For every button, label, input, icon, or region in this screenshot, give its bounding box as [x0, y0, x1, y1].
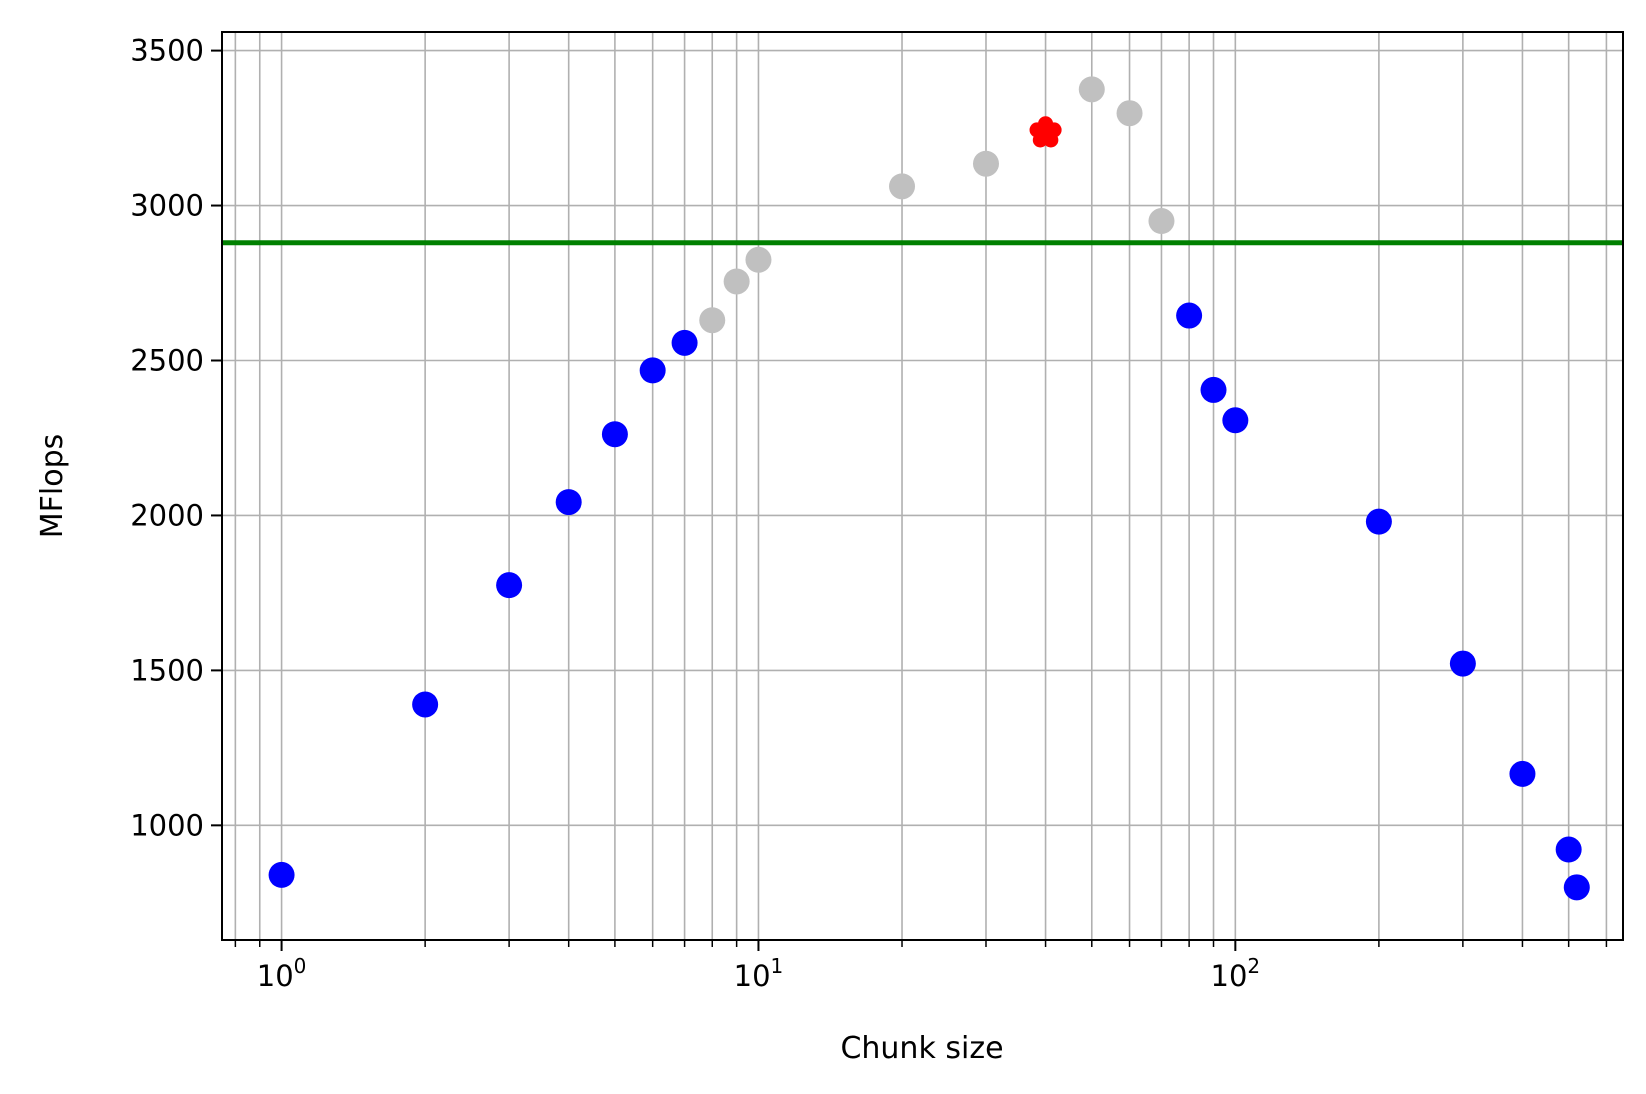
y-tick-label: 3500: [130, 34, 204, 68]
plot-frame: [221, 31, 1624, 941]
data-point: [555, 489, 582, 516]
y-axis-label: MFlops: [35, 434, 70, 539]
data-point: [601, 421, 628, 448]
data-point: [723, 268, 750, 295]
data-point: [639, 357, 666, 384]
y-tick-label: 1500: [130, 653, 204, 687]
data-point: [1116, 100, 1143, 127]
data-point: [745, 246, 772, 273]
data-point: [1148, 208, 1175, 235]
data-point: [1563, 874, 1590, 901]
data-point: [671, 329, 698, 356]
y-tick-label: 2500: [130, 343, 204, 377]
x-axis-label: Chunk size: [840, 1031, 1003, 1066]
x-tick-label: 102: [1211, 954, 1261, 993]
data-point: [1176, 302, 1203, 329]
y-tick-label: 3000: [130, 189, 204, 223]
data-point: [972, 150, 999, 177]
data-points: [268, 76, 1590, 901]
plot-background: [222, 32, 1623, 940]
data-point: [412, 691, 439, 718]
data-point: [496, 572, 523, 599]
data-point: [1365, 508, 1392, 535]
best-point-marker: [1029, 116, 1062, 148]
data-point: [1555, 836, 1582, 863]
y-tick-label: 2000: [130, 498, 204, 532]
axis-ticks: 100 101 102 1000 1500 2000 2500 3000 3500: [130, 34, 1608, 993]
data-point: [1449, 650, 1476, 677]
data-point: [1509, 760, 1536, 787]
x-tick-label: 101: [734, 954, 784, 993]
data-point: [1078, 76, 1105, 103]
x-tick-label: 100: [257, 954, 307, 993]
data-point: [1200, 376, 1227, 403]
data-point: [1222, 407, 1249, 434]
data-point: [699, 307, 726, 334]
data-point: [889, 173, 916, 200]
y-tick-label: 1000: [130, 808, 204, 842]
data-point: [268, 861, 295, 888]
